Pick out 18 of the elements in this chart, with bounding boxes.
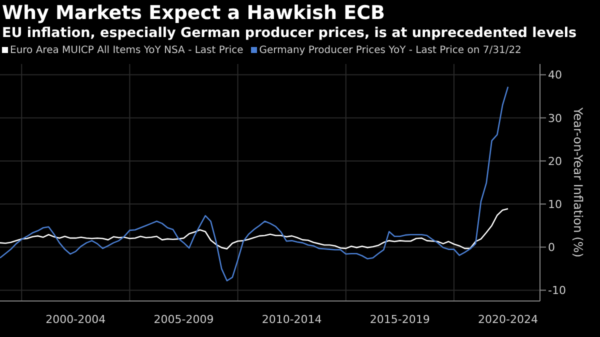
- y-tick-label: 10: [548, 198, 562, 211]
- x-tick-label: 2020-2024: [478, 313, 538, 326]
- chart-subtitle: EU inflation, especially German producer prices, is at unprecedented levels: [2, 24, 578, 42]
- chart-title: Why Markets Expect a Hawkish ECB: [2, 2, 386, 24]
- x-tick-label: 2015-2019: [370, 313, 430, 326]
- x-tick-label: 2000-2004: [46, 313, 106, 326]
- x-tick-label: 2005-2009: [154, 313, 214, 326]
- y-tick-label: 20: [548, 154, 562, 168]
- legend-label: Euro Area MUICP All Items YoY NSA - Last Price: [10, 44, 244, 56]
- y-tick-label: 0: [548, 241, 555, 254]
- line-series: [0, 86, 509, 282]
- line-series: [0, 208, 509, 250]
- x-tick-label: 2010-2014: [262, 313, 322, 326]
- y-axis-title: Year-on-Year Inflation (%): [570, 106, 585, 258]
- y-tick-label: -10: [548, 284, 566, 298]
- y-tick-label: 30: [548, 112, 562, 125]
- y-tick-label: 40: [548, 68, 562, 82]
- legend-label: Germany Producer Prices YoY - Last Price on 7/31/22: [259, 44, 522, 56]
